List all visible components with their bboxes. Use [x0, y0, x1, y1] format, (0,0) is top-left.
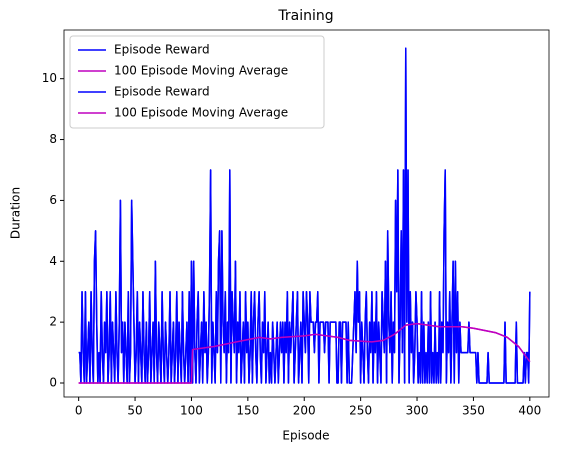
x-tick-label: 300: [406, 404, 429, 418]
legend-label: 100 Episode Moving Average: [114, 106, 288, 120]
series-line: [78, 322, 531, 384]
y-tick-label: 6: [49, 193, 57, 207]
x-tick-label: 200: [293, 404, 316, 418]
legend-label: Episode Reward: [114, 85, 210, 99]
x-tick-label: 0: [75, 404, 83, 418]
x-tick-label: 350: [462, 404, 485, 418]
y-tick-label: 4: [49, 254, 57, 268]
plot-frame: [63, 29, 550, 398]
x-tick-label: 400: [518, 404, 541, 418]
chart-title: Training: [277, 8, 333, 24]
x-tick-label: 150: [236, 404, 259, 418]
y-axis-label: Duration: [9, 187, 23, 239]
legend-label: Episode Reward: [114, 43, 210, 57]
y-tick-label: 2: [49, 315, 57, 329]
y-tick-label: 0: [49, 376, 57, 390]
y-tick-label: 8: [49, 132, 57, 146]
x-tick-label: 50: [127, 404, 142, 418]
legend-box: [69, 35, 325, 129]
series-line: [78, 47, 531, 384]
legend-label: 100 Episode Moving Average: [114, 64, 288, 78]
x-tick-label: 250: [349, 404, 372, 418]
x-axis-label: Episode: [282, 429, 329, 443]
y-tick-label: 10: [42, 71, 57, 85]
x-tick-label: 100: [180, 404, 203, 418]
